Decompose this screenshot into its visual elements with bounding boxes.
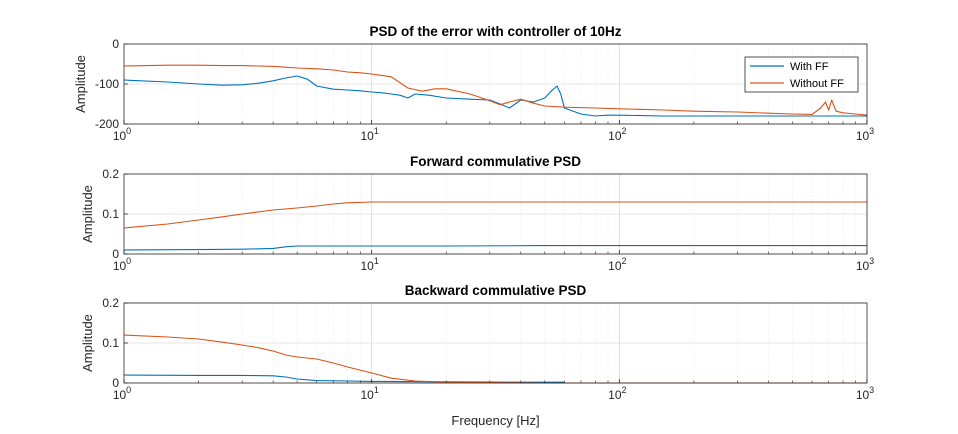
forward-lines (123, 201, 867, 251)
forward-y-tick-label: 0.2 (102, 167, 119, 181)
forward-x-tick-label: 101 (360, 256, 378, 273)
psd-x-tick-label: 103 (856, 126, 874, 143)
forward-x-tick-label: 100 (113, 256, 131, 273)
psd-x-tick-label: 102 (608, 126, 626, 143)
backward-x-tick-label: 100 (113, 385, 131, 402)
psd-series-line-without-ff (123, 64, 868, 116)
backward-chart-title: Backward commulative PSD (405, 283, 587, 298)
legend-label-with-ff: With FF (790, 61, 829, 73)
forward-x-tick-label: 102 (608, 256, 626, 273)
backward-x-tick-label: 101 (360, 385, 378, 402)
backward-x-tick-label: 102 (608, 385, 626, 402)
forward-chart-title: Forward commulative PSD (410, 154, 581, 169)
backward-x-tick-label: 103 (856, 385, 874, 402)
backward-y-tick-label: 0 (112, 376, 119, 390)
backward-y-tick-label: 0.1 (102, 336, 119, 350)
backward-y-axis-label: Amplitude (80, 314, 95, 372)
forward-y-axis-label: Amplitude (80, 185, 95, 243)
psd-error-panel: PSD of the error with controller of 10Hz… (73, 24, 874, 143)
psd-y-tick-label: -200 (95, 117, 119, 131)
forward-y-tick-label: 0.1 (102, 207, 119, 221)
psd-lines (123, 64, 868, 117)
backward-series-line-without-ff (123, 334, 867, 384)
backward-psd-panel: Backward commulative PSD Amplitude 0 0.1 0… (80, 283, 874, 402)
psd-x-tick-label: 101 (360, 126, 378, 143)
forward-psd-panel: Forward commulative PSD Amplitude 0 0.1 0.… (80, 154, 874, 273)
legend-label-without-ff: Without FF (790, 78, 844, 90)
psd-y-axis-label: Amplitude (73, 55, 88, 113)
psd-series-line-with-ff (123, 75, 867, 117)
forward-x-tick-label: 103 (856, 256, 874, 273)
backward-y-tick-label: 0.2 (102, 296, 119, 310)
forward-y-tick-label: 0 (112, 247, 119, 261)
forward-series-line-without-ff (123, 201, 867, 229)
psd-x-tick-label: 100 (113, 126, 131, 143)
psd-y-tick-label: 0 (112, 37, 119, 51)
backward-lines (123, 334, 867, 384)
x-axis-label: Frequency [Hz] (451, 413, 539, 428)
forward-series-line-with-ff (123, 245, 867, 251)
psd-legend: With FF Without FF (744, 56, 859, 93)
legend-box (744, 56, 859, 93)
psd-y-tick-label: -100 (95, 77, 119, 91)
psd-chart-title: PSD of the error with controller of 10Hz (369, 24, 621, 39)
